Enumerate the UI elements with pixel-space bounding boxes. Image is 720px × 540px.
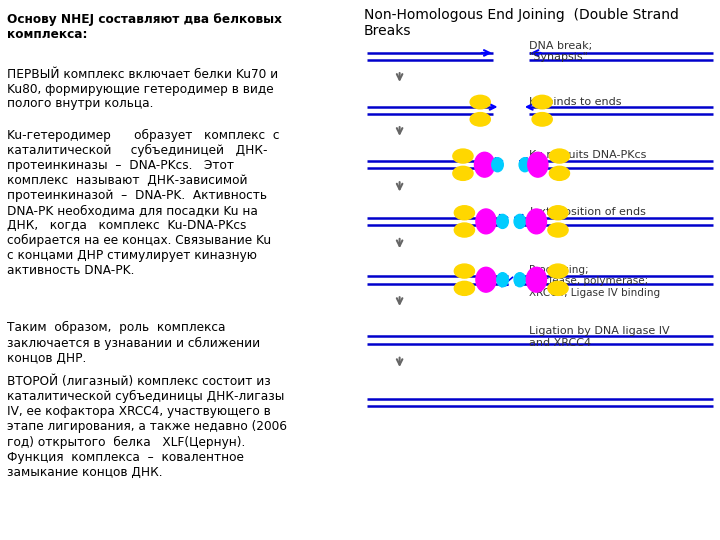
Text: Ku recruits DNA-PKcs: Ku recruits DNA-PKcs: [529, 150, 647, 160]
Text: Non-Homologous End Joining  (Double Strand
Breaks: Non-Homologous End Joining (Double Stran…: [364, 8, 678, 38]
Ellipse shape: [497, 273, 508, 287]
Text: Ku binds to ends: Ku binds to ends: [529, 97, 621, 107]
Ellipse shape: [549, 149, 570, 163]
Ellipse shape: [470, 95, 490, 109]
Ellipse shape: [474, 152, 495, 177]
Ellipse shape: [548, 281, 568, 295]
Ellipse shape: [514, 273, 526, 287]
Ellipse shape: [476, 267, 496, 292]
Text: Основу NHEJ составляют два белковых
комплекса:: Основу NHEJ составляют два белковых комп…: [7, 14, 282, 42]
Ellipse shape: [519, 158, 531, 172]
Ellipse shape: [526, 267, 546, 292]
Ellipse shape: [453, 166, 473, 180]
Ellipse shape: [548, 223, 568, 237]
Ellipse shape: [454, 264, 474, 278]
Ellipse shape: [528, 152, 548, 177]
Ellipse shape: [454, 281, 474, 295]
Ellipse shape: [454, 223, 474, 237]
Text: Processing;
Nuclease, polymerase;
XRCC4, Ligase IV binding: Processing; Nuclease, polymerase; XRCC4,…: [529, 265, 660, 298]
Ellipse shape: [548, 264, 568, 278]
Ellipse shape: [492, 158, 503, 172]
Ellipse shape: [470, 112, 490, 126]
Ellipse shape: [526, 209, 546, 234]
Ellipse shape: [514, 214, 526, 228]
Text: Juxtaposition of ends: Juxtaposition of ends: [529, 207, 646, 217]
Text: DNA break;
"Synapsis": DNA break; "Synapsis": [529, 40, 593, 62]
Ellipse shape: [532, 112, 552, 126]
Ellipse shape: [453, 149, 473, 163]
Text: ПЕРВЫЙ комплекс включает белки Ku70 и
Ku80, формирующие гетеродимер в виде
полог: ПЕРВЫЙ комплекс включает белки Ku70 и Ku…: [7, 68, 279, 111]
Ellipse shape: [454, 206, 474, 220]
Ellipse shape: [476, 209, 496, 234]
Text: ВТОРОЙ (лигазный) комплекс состоит из
каталитической субъединицы ДНК-лигазы
IV, : ВТОРОЙ (лигазный) комплекс состоит из ка…: [7, 375, 287, 478]
Ellipse shape: [549, 166, 570, 180]
Text: Таким  образом,  роль  комплекса
заключается в узнавании и сближении
концов ДНР.: Таким образом, роль комплекса заключаетс…: [7, 321, 261, 365]
Ellipse shape: [548, 206, 568, 220]
Text: Ku-гетеродимер      образует   комплекс  с
каталитической     субъединицей   ДНК: Ku-гетеродимер образует комплекс с катал…: [7, 129, 279, 277]
Ellipse shape: [532, 95, 552, 109]
Text: Ligation by DNA ligase IV
and XRCC4: Ligation by DNA ligase IV and XRCC4: [529, 326, 670, 348]
Ellipse shape: [497, 214, 508, 228]
